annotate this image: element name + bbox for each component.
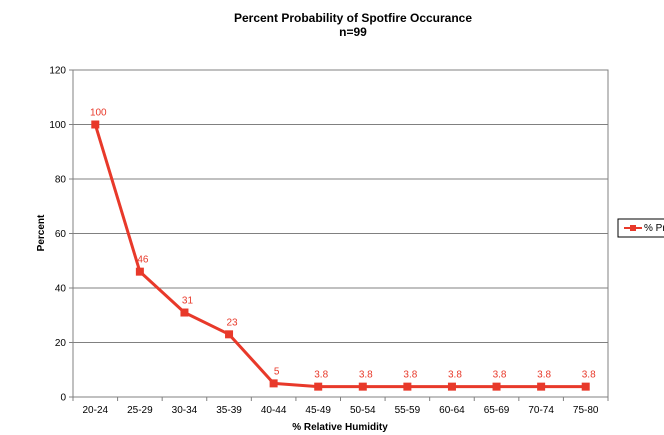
x-tick-label: 35-39 — [216, 405, 242, 416]
x-tick-label: 25-29 — [127, 405, 153, 416]
x-tick-label: 70-74 — [528, 405, 554, 416]
x-tick-label: 75-80 — [573, 405, 599, 416]
data-point — [403, 382, 412, 391]
y-tick-label: 80 — [55, 175, 67, 186]
data-point — [269, 379, 278, 388]
data-point — [492, 382, 501, 391]
data-label: 46 — [137, 255, 149, 266]
data-point — [447, 382, 456, 391]
y-axis-label: Percent — [36, 214, 47, 251]
data-label: 3.8 — [493, 370, 507, 381]
data-point — [180, 308, 189, 317]
y-tick-label: 120 — [49, 66, 66, 77]
data-point — [358, 382, 367, 391]
data-label: 23 — [226, 317, 238, 328]
x-axis-label: % Relative Humidity — [292, 422, 388, 433]
y-tick-label: 20 — [55, 338, 67, 349]
x-tick-label: 65-69 — [484, 405, 510, 416]
data-label: 3.8 — [359, 370, 373, 381]
series-group: 100 46 31 23 5 3.8 3.8 3.8 3.8 3.8 3.8 3.8 — [90, 108, 596, 391]
data-point — [91, 120, 100, 129]
x-tick-label: 50-54 — [350, 405, 376, 416]
data-point — [314, 382, 323, 391]
y-tick-label: 60 — [55, 229, 67, 240]
y-tick-label: 100 — [49, 120, 66, 131]
x-axis: 20-24 25-29 30-34 35-39 40-44 45-49 50-54 55-59… — [72, 397, 609, 416]
data-point — [225, 330, 234, 339]
y-axis: 0 20 40 60 80 100 120 — [49, 66, 73, 404]
x-tick-label: 45-49 — [305, 405, 331, 416]
legend-label: % Pr — [644, 223, 664, 234]
data-label: 3.8 — [582, 370, 596, 381]
data-label: 100 — [90, 108, 107, 119]
legend: % Pr — [617, 218, 664, 238]
chart-subtitle: n=99 — [339, 25, 367, 39]
data-label: 31 — [182, 296, 194, 307]
data-point — [135, 267, 144, 276]
data-point — [537, 382, 546, 391]
x-tick-label: 30-34 — [172, 405, 198, 416]
series-line — [93, 124, 586, 389]
y-tick-label: 40 — [55, 284, 67, 295]
x-tick-label: 60-64 — [439, 405, 465, 416]
data-label: 3.8 — [314, 370, 328, 381]
x-tick-label: 40-44 — [261, 405, 287, 416]
x-tick-label: 55-59 — [395, 405, 421, 416]
legend-swatch-marker — [630, 225, 636, 231]
data-label: 3.8 — [448, 370, 462, 381]
gridlines — [73, 124, 608, 343]
data-point — [581, 382, 590, 391]
chart-title: Percent Probability of Spotfire Occuranc… — [234, 11, 472, 25]
y-tick-label: 0 — [60, 393, 66, 404]
x-tick-label: 20-24 — [83, 405, 109, 416]
data-label: 3.8 — [537, 370, 551, 381]
data-label: 5 — [274, 366, 280, 377]
data-label: 3.8 — [403, 370, 417, 381]
